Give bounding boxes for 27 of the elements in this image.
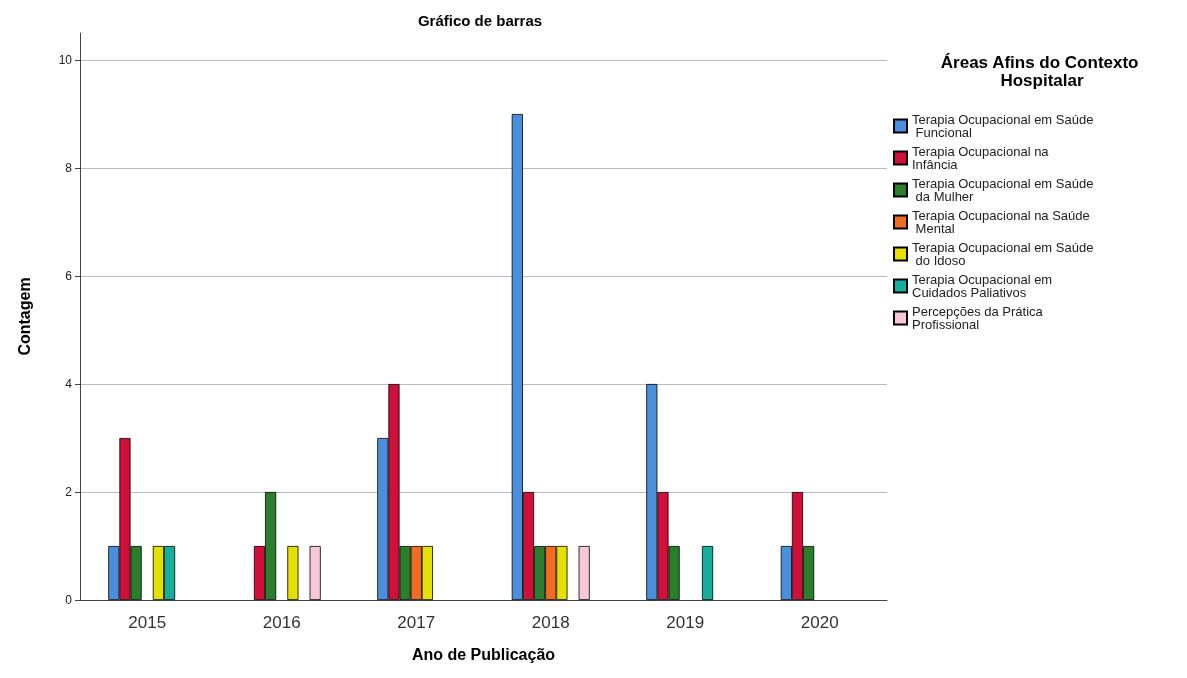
x-tick-label: 2019 — [666, 613, 705, 632]
legend-label: Terapia Ocupacional em Saúde da Mulher — [912, 176, 1094, 204]
chart-title: Gráfico de barras — [417, 12, 543, 29]
legend-label: Percepções da Prática Profissional — [912, 304, 1047, 332]
bar — [578, 546, 590, 600]
y-tick-label: 2 — [65, 485, 73, 499]
y-tick-label: 10 — [58, 53, 73, 67]
x-tick-label: 2018 — [531, 613, 570, 632]
legend-label: Terapia Ocupacional na Saúde Mental — [912, 208, 1090, 236]
y-tick-label: 4 — [65, 377, 73, 391]
y-tick-label: 6 — [65, 269, 73, 283]
y-tick-label: 0 — [65, 593, 73, 607]
x-axis-title: Ano de Publicação — [411, 645, 556, 663]
legend-label: Terapia Ocupacional em Cuidados Paliativos — [912, 272, 1056, 300]
bar — [701, 546, 714, 600]
bar — [309, 546, 321, 600]
bar — [287, 546, 299, 600]
x-tick-label: 2015 — [128, 613, 167, 632]
x-tick-label: 2016 — [262, 613, 301, 632]
y-tick-label: 8 — [65, 161, 73, 175]
legend-label: Terapia Ocupacional na Infância — [912, 144, 1053, 172]
legend-title: Áreas Afins do Contexto Hospitalar — [940, 52, 1144, 90]
legend-label: Terapia Ocupacional em Saúde Funcional — [912, 112, 1094, 140]
legend-label: Terapia Ocupacional em Saúde do Idoso — [912, 240, 1094, 268]
x-tick-label: 2020 — [800, 613, 839, 632]
y-axis-title: Contagem — [15, 277, 33, 356]
x-tick-label: 2017 — [397, 613, 436, 632]
